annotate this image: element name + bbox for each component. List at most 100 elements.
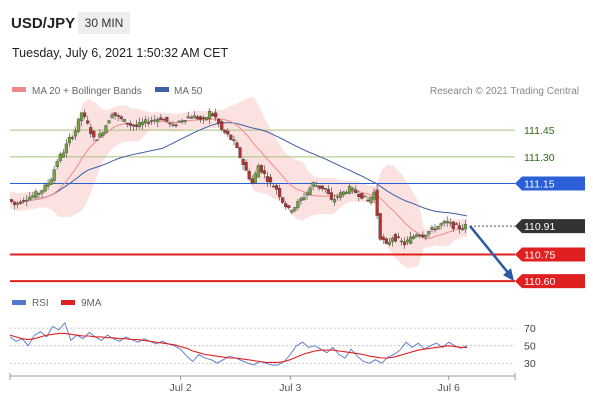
candle-body [348,186,352,194]
candle-body [58,153,62,161]
candle-body [311,182,315,187]
candle-body [235,142,239,148]
candle-body [83,112,87,117]
candle-body [159,117,163,120]
candle-body [271,185,276,188]
candle-body [101,132,105,136]
candle-body [174,124,178,127]
timeframe-badge[interactable] [78,12,130,34]
candle-body [238,147,242,158]
candle-body [278,188,282,198]
candle-body [351,187,355,191]
bollinger-band [10,96,467,268]
candle-body [153,119,157,122]
candle-body [375,189,379,216]
candle-body [454,223,458,225]
candle-body [9,199,14,202]
candle-body [360,193,364,199]
candle-body [113,112,117,116]
ma50-legend-swatch [155,87,169,92]
candle-body [64,143,68,153]
candle-body [232,139,236,141]
candle-body [342,191,346,196]
candle-body [256,165,260,178]
candle-body [156,119,160,123]
forecast-arrow-head [503,268,514,282]
rsi-tick-30: 30 [524,358,536,370]
timeframe-label: 30 MIN [85,16,124,30]
rsi-ma-legend-swatch [61,300,75,305]
candle-body [363,195,367,198]
candle-body [220,121,224,130]
candle-body [55,161,59,168]
candle-body [433,228,437,231]
candle-body [122,119,126,122]
candle-body [226,130,230,135]
candle-body [393,234,398,242]
candle-body [186,116,190,119]
rsi-tick-50: 50 [524,341,536,353]
candle-body [128,123,132,126]
candle-body [439,223,443,226]
candle-body [265,176,270,182]
candle-body [436,225,440,230]
candle-body [259,164,263,173]
level-label-box [515,219,585,234]
candle-body [268,176,273,183]
candle-body [345,192,349,194]
candle-body [79,112,84,122]
candle-body [86,120,90,124]
candle-body [308,187,312,195]
datetime-label: Tuesday, July 6, 2021 1:50:32 AM CET [12,46,228,60]
candle-body [445,220,449,224]
candle-body [61,152,65,158]
candle-body [247,171,251,180]
candle-body [332,198,337,203]
candle-body [19,201,23,204]
candle-body [412,235,416,239]
candle-body [390,237,394,242]
candle-body [323,188,327,190]
candle-body [192,115,196,119]
candle-body [387,242,391,245]
rsi-legend-swatch [12,300,26,305]
ma50-legend-label: MA 50 [174,86,203,97]
level-label-box [515,274,585,289]
candle-body [457,225,461,230]
candle-body [162,119,166,121]
ma50-line [9,122,468,217]
candle-body [46,182,50,187]
time-tick-label: Jul 2 [170,382,192,394]
candle-body [165,116,169,122]
candle-body [357,194,361,197]
candle-body [284,203,288,208]
candle-body [274,185,279,190]
candle-body [299,198,303,202]
candle-body [204,117,209,120]
candle-body [427,231,431,235]
candle-body [92,130,96,138]
candle-body [329,192,334,200]
candle-body [31,195,35,198]
symbol-title: USD/JPY [11,15,75,32]
candle-body [104,125,108,133]
candle-body [293,207,297,211]
candle-body [22,200,26,202]
candle-body [369,196,373,203]
candle-body [147,122,151,124]
candle-body [460,228,465,231]
candle-body [12,202,17,205]
rsi-series-9MA [9,332,467,363]
candle-body [305,192,309,196]
forecast-arrow-shaft [469,225,511,276]
candle-body [463,224,468,230]
rsi-legend-label: RSI [32,298,49,309]
candle-body [241,159,245,165]
candle-body [317,185,321,189]
candle-body [73,130,78,137]
candle-body [314,185,318,187]
candle-body [16,203,20,205]
candle-body [229,134,233,140]
candle-body [70,136,75,139]
